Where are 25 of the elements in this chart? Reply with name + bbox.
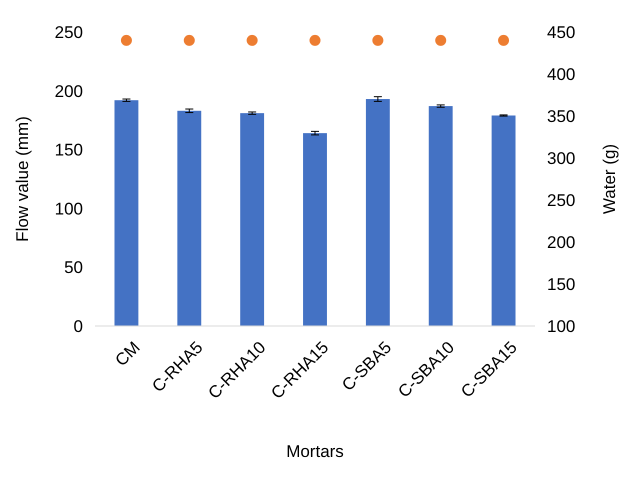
y-tick-label: 150 [54,140,83,160]
y-tick-label: 100 [54,199,83,218]
y2-tick-label: 350 [547,106,576,126]
bar [428,106,453,326]
bar [492,115,516,326]
bar [303,133,327,326]
y2-tick-label: 100 [547,316,576,336]
bar [240,113,264,326]
y2-tick-label: 200 [547,232,576,252]
y-tick-label: 50 [64,258,83,278]
y2-tick-label: 400 [547,64,576,84]
bar [177,110,202,326]
bar [114,100,138,326]
x-axis-title: Mortars [286,442,344,461]
x-tick-label: CM [112,338,144,370]
y-axis-title: Flow value (mm) [12,116,32,242]
y2-tick-label: 250 [547,190,576,210]
y2-tick-label: 450 [547,22,576,42]
bar [366,99,390,326]
y2-tick-label: 300 [547,148,576,168]
y-tick-label: 200 [54,82,83,101]
y2-tick-label: 150 [547,274,576,294]
y-tick-label: 0 [74,316,83,336]
y-tick-label: 250 [54,22,83,42]
y2-axis-title: Water (g) [600,144,619,214]
